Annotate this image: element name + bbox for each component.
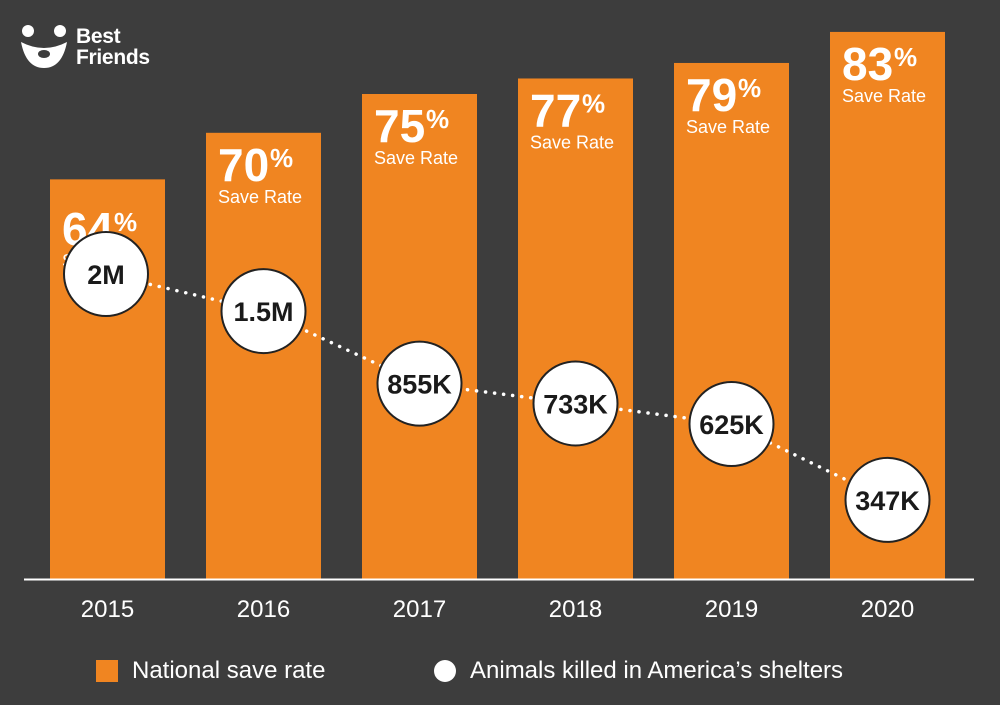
- save-rate-value: 79: [686, 69, 737, 121]
- save-rate-caption: Save Rate: [374, 148, 458, 168]
- save-rate-caption: Save Rate: [530, 132, 614, 152]
- animals-killed-point: 625K: [688, 381, 775, 468]
- save-rate-percent: %: [426, 104, 449, 134]
- save-rate-value: 83: [842, 38, 893, 90]
- save-rate-percent: %: [894, 42, 917, 72]
- brand-line-1: Best: [76, 25, 121, 48]
- animals-killed-label: 1.5M: [233, 297, 293, 327]
- animals-killed-bubble: [376, 340, 463, 427]
- animals-killed-point: 2M: [63, 230, 149, 317]
- animals-killed-label: 2M: [87, 260, 125, 290]
- animals-killed-label: 347K: [855, 486, 920, 516]
- save-rate-caption: Save Rate: [218, 187, 302, 207]
- animals-killed-point: 733K: [532, 360, 619, 447]
- save-rate-label: 77 % Save Rate: [530, 84, 614, 152]
- x-tick-label: 2018: [549, 596, 602, 623]
- save-rate-value: 75: [374, 100, 425, 152]
- x-tick-label: 2015: [81, 596, 134, 623]
- bar: [362, 94, 477, 579]
- save-rate-caption: Save Rate: [842, 86, 926, 106]
- save-rate-label: 83 % Save Rate: [842, 38, 926, 106]
- dog-face-icon: [21, 25, 67, 68]
- x-tick-label: 2016: [237, 596, 290, 623]
- legend-label-save-rate: National save rate: [132, 657, 326, 684]
- animals-killed-point: 347K: [844, 456, 931, 543]
- legend-item-animals-killed: Animals killed in America’s shelters: [434, 656, 843, 686]
- legend-dot-swatch: [434, 660, 456, 682]
- legend-label-animals-killed: Animals killed in America’s shelters: [470, 657, 844, 684]
- save-rate-percent: %: [582, 88, 605, 118]
- save-rate-value: 77: [530, 84, 581, 136]
- save-rate-label: 70 % Save Rate: [218, 139, 302, 207]
- save-rate-caption: Save Rate: [686, 117, 770, 137]
- animals-killed-bubble: [844, 456, 931, 543]
- x-tick-label: 2020: [861, 596, 914, 623]
- save-rate-label: 79 % Save Rate: [686, 69, 770, 137]
- brand-line-2: Friends: [76, 46, 150, 69]
- legend-item-save-rate: National save rate: [96, 656, 325, 686]
- animals-killed-label: 855K: [387, 370, 452, 400]
- animals-killed-bubble: [63, 230, 149, 317]
- save-rate-percent: %: [738, 73, 761, 103]
- animals-killed-label: 625K: [699, 410, 764, 440]
- animals-killed-bubble: [220, 268, 307, 355]
- x-tick-label: 2019: [705, 596, 758, 623]
- animals-killed-point: 1.5M: [220, 268, 307, 355]
- animals-killed-bubble: [532, 360, 619, 447]
- bar: [674, 62, 789, 579]
- legend-bar-swatch: [96, 660, 118, 682]
- animals-killed-point: 855K: [376, 340, 463, 427]
- bar: [206, 132, 321, 580]
- save-rate-value: 70: [218, 139, 269, 191]
- best-friends-logo: Best Friends: [18, 24, 150, 70]
- bars-group: [50, 31, 945, 580]
- save-rate-percent: %: [270, 143, 293, 173]
- animals-killed-bubble: [688, 381, 775, 468]
- save-rate-label: 75 % Save Rate: [374, 100, 458, 168]
- animals-killed-label: 733K: [543, 389, 608, 419]
- save-rate-percent: %: [114, 207, 137, 237]
- bar: [518, 78, 633, 579]
- legend: National save rate Animals killed in Ame…: [0, 656, 1000, 686]
- x-tick-label: 2017: [393, 596, 446, 623]
- brand-name: Best Friends: [76, 26, 150, 68]
